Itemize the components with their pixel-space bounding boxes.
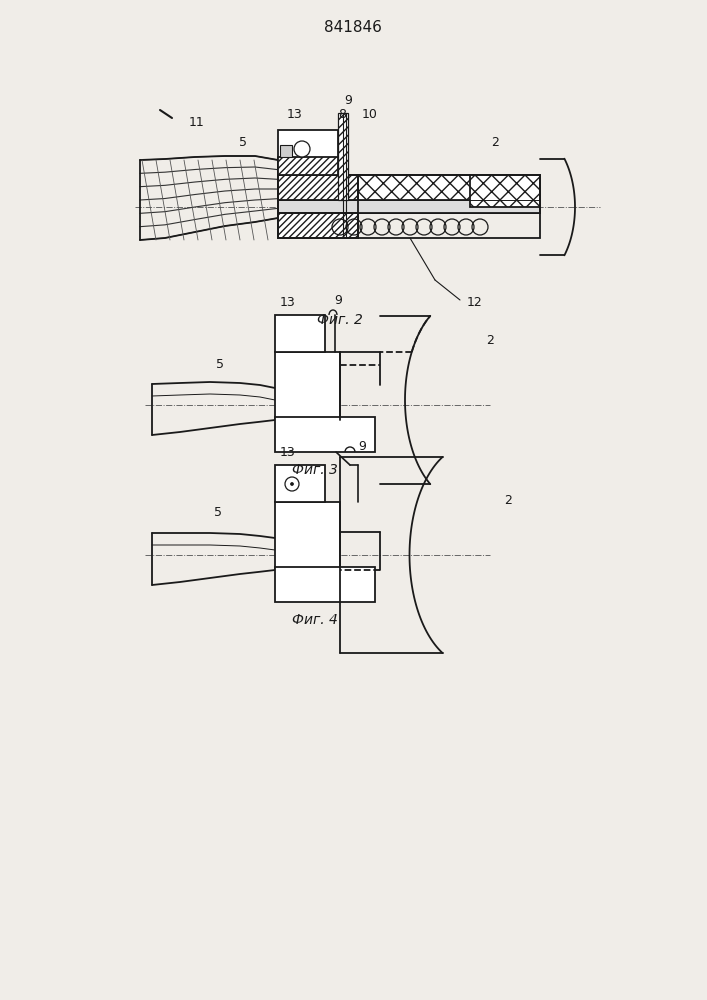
Text: 9: 9: [334, 294, 342, 306]
Bar: [358, 175, 488, 200]
Text: 2: 2: [504, 493, 512, 506]
Text: 13: 13: [287, 107, 303, 120]
Bar: [470, 175, 540, 207]
Bar: [278, 213, 358, 238]
Circle shape: [294, 141, 310, 157]
Bar: [280, 145, 292, 157]
Text: 841846: 841846: [324, 20, 382, 35]
Text: 8: 8: [338, 107, 346, 120]
Text: 5: 5: [216, 358, 224, 370]
Bar: [278, 130, 338, 175]
Circle shape: [291, 483, 293, 486]
Text: 5: 5: [239, 135, 247, 148]
Text: 11: 11: [189, 116, 205, 129]
Polygon shape: [338, 113, 348, 200]
Text: 2: 2: [491, 135, 499, 148]
Text: 12: 12: [467, 296, 483, 310]
Text: 9: 9: [358, 440, 366, 454]
Text: 10: 10: [362, 107, 378, 120]
Bar: [275, 315, 325, 352]
Text: 9: 9: [344, 94, 352, 106]
Text: 13: 13: [280, 296, 296, 308]
Text: 5: 5: [214, 506, 222, 520]
Bar: [275, 417, 375, 452]
Bar: [278, 200, 540, 213]
Text: Фиг. 4: Фиг. 4: [292, 613, 338, 627]
Text: Фиг. 2: Фиг. 2: [317, 313, 363, 327]
Bar: [275, 567, 375, 602]
Text: 13: 13: [280, 446, 296, 458]
Text: Фиг. 3: Фиг. 3: [292, 463, 338, 477]
Bar: [278, 157, 338, 175]
Bar: [275, 465, 325, 502]
Circle shape: [285, 477, 299, 491]
Bar: [278, 175, 540, 238]
Bar: [278, 175, 358, 200]
Bar: [275, 502, 340, 570]
Text: 2: 2: [486, 334, 494, 347]
Bar: [275, 352, 340, 420]
